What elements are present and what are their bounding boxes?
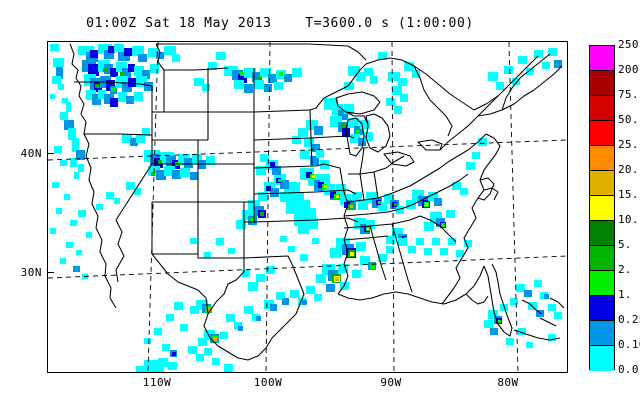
- colorbar-swatch: [590, 171, 614, 196]
- colorbar-tick-label: 200.: [618, 63, 640, 76]
- y-axis-label-30n: 30N: [20, 266, 42, 279]
- colorbar-swatch: [590, 221, 614, 246]
- precip-florida-bahamas: [484, 280, 562, 348]
- map-boundaries: [69, 43, 565, 361]
- colorbar-tick-label: 2.: [618, 263, 632, 276]
- colorbar-tick-label: 1.: [618, 288, 632, 301]
- colorbar-tick-label: 0.01: [618, 363, 640, 376]
- colorbar-swatch: [590, 96, 614, 121]
- precip-scattered: [50, 146, 319, 261]
- precip-ohio-valley: [236, 154, 404, 258]
- colorbar-swatch: [590, 346, 614, 371]
- y-tick-30n: [47, 272, 54, 273]
- colorbar-tick-label: 20.: [618, 163, 639, 176]
- colorbar-swatch: [590, 271, 614, 296]
- precip-northern-plains: [194, 52, 302, 93]
- colorbar-tick-label: 50.: [618, 113, 639, 126]
- colorbar-swatch: [590, 71, 614, 96]
- map-canvas: [48, 42, 567, 372]
- colorbar-swatch: [590, 121, 614, 146]
- colorbar-tick-label: 75.: [618, 88, 639, 101]
- precip-southern-plains: [136, 266, 322, 372]
- colorbar-swatch: [590, 296, 614, 321]
- colorbar-tick-label: 0.25: [618, 313, 640, 326]
- colorbar-swatch: [590, 246, 614, 271]
- x-axis-label-110w: 110W: [142, 376, 172, 389]
- colorbar-tick-label: 250.: [618, 38, 640, 51]
- colorbar-tick-label: 10.: [618, 213, 639, 226]
- x-axis-label-80w: 80W: [497, 376, 519, 389]
- colorbar-swatch: [590, 146, 614, 171]
- colorbar-swatch: [590, 196, 614, 221]
- colorbar-tick-label: 15.: [618, 188, 639, 201]
- colorbar-swatch: [590, 46, 614, 71]
- x-axis-label-100w: 100W: [253, 376, 283, 389]
- colorbar: [589, 45, 615, 371]
- y-axis-label-40n: 40N: [20, 147, 42, 160]
- precip-field: [50, 44, 562, 372]
- precipitation-map: [47, 41, 568, 373]
- colorbar-tick-label: 25.: [618, 138, 639, 151]
- plot-title: 01:00Z Sat 18 May 2013 T=3600.0 s (1:00:…: [86, 16, 474, 31]
- precip-intermountain-west: [60, 128, 215, 279]
- colorbar-swatch: [590, 321, 614, 346]
- precip-pacific-northwest: [50, 44, 180, 179]
- y-tick-40n: [47, 153, 54, 154]
- colorbar-tick-label: 0.10: [618, 338, 640, 351]
- x-axis-label-90w: 90W: [380, 376, 402, 389]
- latlon-graticule: [48, 42, 567, 372]
- colorbar-tick-label: 5.: [618, 238, 632, 251]
